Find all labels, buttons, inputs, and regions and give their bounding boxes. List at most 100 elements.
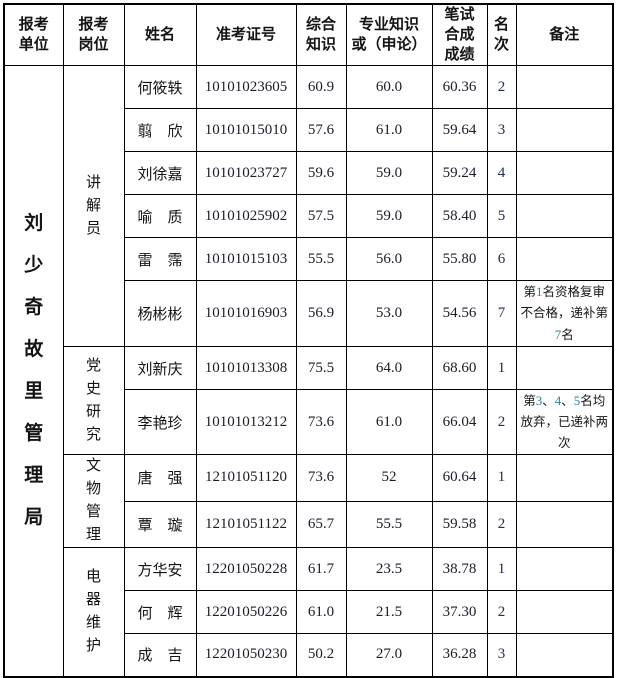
remark-number: 5 — [573, 393, 581, 408]
rank-cell: 6 — [486, 237, 517, 281]
rank-cell: 2 — [486, 500, 517, 548]
table-body: 刘 少 奇 故 里 管 理 局讲 解 员何筱轶 10101023605 60.9 60… — [3, 65, 614, 677]
remark-cell: 第1名资格复审不合格，递补第7名 — [515, 280, 614, 347]
professional-score-cell: 55.5 — [345, 500, 433, 548]
comprehensive-score-cell: 61.0 — [295, 590, 347, 634]
rank-cell: 7 — [486, 280, 517, 347]
remark-cell — [515, 108, 614, 152]
professional-score-cell: 53.0 — [345, 280, 433, 347]
written-score-cell: 37.30 — [431, 590, 488, 634]
exam-results-table: 报考 单位 报考 岗位 姓名 准考证号 综合 知识 专业知识 或（申论） 笔试 合成 成绩名… — [3, 3, 614, 678]
column-header-comprehensive: 综合 知识 — [295, 3, 347, 66]
rank-cell: 3 — [486, 108, 517, 152]
written-score-cell: 60.64 — [431, 454, 488, 502]
ticket-cell: 10101025902 — [195, 194, 297, 238]
table-row: 李艳珍 10101013212 73.6 61.0 66.04 2 第3、4、5名均放弃，已… — [4, 389, 614, 455]
name-cell: 刘新庆 — [123, 346, 197, 390]
written-score-cell: 68.60 — [431, 346, 488, 390]
ticket-cell: 10101015103 — [195, 237, 297, 281]
name-cell: 方华安 — [123, 547, 197, 591]
comprehensive-score-cell: 57.5 — [295, 194, 347, 238]
remark-number: 7 — [554, 327, 562, 342]
written-score-cell: 60.36 — [431, 65, 488, 109]
column-header-professional: 专业知识 或（申论） — [345, 3, 433, 66]
written-score-cell: 55.80 — [431, 237, 488, 281]
name-cell: 覃 璇 — [123, 500, 197, 548]
ticket-cell: 10101015010 — [195, 108, 297, 152]
ticket-cell: 12101051120 — [195, 454, 297, 502]
written-score-cell: 36.28 — [431, 633, 488, 677]
comprehensive-score-cell: 50.2 — [295, 633, 347, 677]
comprehensive-score-cell: 57.6 — [295, 108, 347, 152]
position-cell: 文 物 管 理 — [62, 454, 125, 548]
rank-cell: 2 — [486, 389, 517, 455]
professional-score-cell: 52 — [345, 454, 433, 502]
professional-score-cell: 23.5 — [345, 547, 433, 591]
rank-cell: 3 — [486, 633, 517, 677]
column-header-position: 报考 岗位 — [62, 3, 125, 66]
remark-number: 4 — [554, 393, 562, 408]
comprehensive-score-cell: 56.9 — [295, 280, 347, 347]
remark-cell — [515, 590, 614, 634]
table-row: 刘 少 奇 故 里 管 理 局讲 解 员何筱轶 10101023605 60.9 60… — [3, 65, 614, 677]
written-score-cell: 54.56 — [431, 280, 488, 347]
unit-cell: 刘 少 奇 故 里 管 理 局 — [3, 65, 64, 677]
name-cell: 喻 质 — [123, 194, 197, 238]
professional-score-cell: 61.0 — [345, 389, 433, 455]
name-cell: 翦 欣 — [123, 108, 197, 152]
written-score-cell: 59.58 — [431, 500, 488, 548]
table-row: 电 器 维 护方华安 12201050228 61.7 23.5 38.78 1 — [4, 547, 614, 677]
name-cell: 雷 霈 — [123, 237, 197, 281]
remark-cell — [515, 194, 614, 238]
ticket-cell: 10101013308 — [195, 346, 297, 390]
column-header-unit: 报考 单位 — [3, 3, 64, 66]
ticket-cell: 10101016903 — [195, 280, 297, 347]
ticket-cell: 12201050226 — [195, 590, 297, 634]
table-row: 喻 质 10101025902 57.5 59.0 58.40 5 — [4, 194, 614, 238]
ticket-cell: 10101013212 — [195, 389, 297, 455]
written-score-cell: 38.78 — [431, 547, 488, 591]
ticket-cell: 10101023605 — [195, 65, 297, 109]
name-cell: 何筱轶 — [123, 65, 197, 109]
table-row: 文 物 管 理唐 强 12101051120 73.6 52 60.64 1 — [4, 454, 614, 548]
comprehensive-score-cell: 55.5 — [295, 237, 347, 281]
remark-number: 3 — [535, 393, 543, 408]
remark-cell — [515, 65, 614, 109]
rank-cell: 5 — [486, 194, 517, 238]
remark-cell — [515, 547, 614, 591]
professional-score-cell: 60.0 — [345, 65, 433, 109]
written-score-cell: 58.40 — [431, 194, 488, 238]
rank-cell: 4 — [486, 151, 517, 195]
professional-score-cell: 61.0 — [345, 108, 433, 152]
table-row: 翦 欣 10101015010 57.6 61.0 59.64 3 — [4, 108, 614, 152]
comprehensive-score-cell: 59.6 — [295, 151, 347, 195]
comprehensive-score-cell: 60.9 — [295, 65, 347, 109]
name-cell: 何 辉 — [123, 590, 197, 634]
remark-cell — [515, 633, 614, 677]
written-score-cell: 59.24 — [431, 151, 488, 195]
ticket-cell: 12201050228 — [195, 547, 297, 591]
rank-cell: 1 — [486, 547, 517, 591]
professional-score-cell: 56.0 — [345, 237, 433, 281]
professional-score-cell: 59.0 — [345, 151, 433, 195]
name-cell: 唐 强 — [123, 454, 197, 502]
document-page: 报考 单位 报考 岗位 姓名 准考证号 综合 知识 专业知识 或（申论） 笔试 合成 成绩名… — [3, 3, 614, 678]
header-row: 报考 单位 报考 岗位 姓名 准考证号 综合 知识 专业知识 或（申论） 笔试 合成 成绩名… — [3, 3, 614, 66]
position-cell: 党 史 研 究 — [62, 346, 125, 455]
rank-cell: 2 — [486, 590, 517, 634]
professional-score-cell: 59.0 — [345, 194, 433, 238]
professional-score-cell: 64.0 — [345, 346, 433, 390]
table-row: 何 辉 12201050226 61.0 21.5 37.30 2 — [4, 590, 614, 634]
table-row: 杨彬彬 10101016903 56.9 53.0 54.56 7 第1名资格复审不合格，递… — [4, 280, 614, 347]
professional-score-cell: 21.5 — [345, 590, 433, 634]
written-score-cell: 59.64 — [431, 108, 488, 152]
column-header-written: 笔试 合成 成绩 — [431, 3, 488, 66]
name-cell: 杨彬彬 — [123, 280, 197, 347]
ticket-cell: 12101051122 — [195, 500, 297, 548]
column-header-rank: 名 次 — [486, 3, 517, 66]
table-row: 雷 霈 10101015103 55.5 56.0 55.80 6 — [4, 237, 614, 281]
position-cell: 讲 解 员 — [62, 65, 125, 347]
comprehensive-score-cell: 61.7 — [295, 547, 347, 591]
table-row: 党 史 研 究刘新庆 10101013308 75.5 64.0 68.60 1 — [4, 346, 614, 455]
ticket-cell: 10101023727 — [195, 151, 297, 195]
